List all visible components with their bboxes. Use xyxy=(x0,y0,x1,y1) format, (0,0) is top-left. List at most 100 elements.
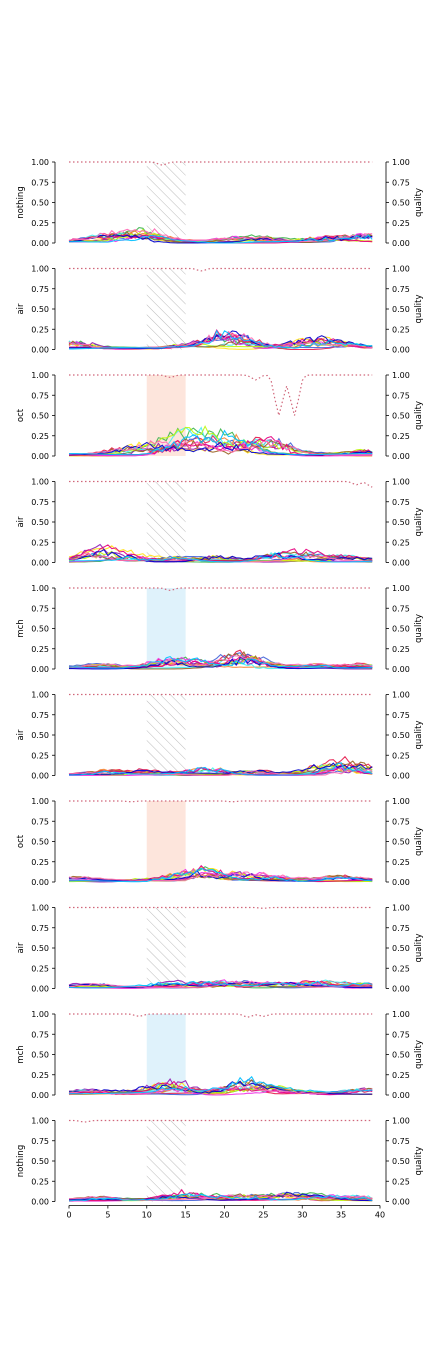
panel-1: 0.00 0.00 0.25 0.25 0.50 0.50 0.75 0.75 1.00 1.00… xyxy=(16,158,424,248)
stimulus-region xyxy=(146,694,186,776)
y-tick-label: 0.50 xyxy=(31,199,49,208)
y-tick-label: 0.50 xyxy=(31,731,49,740)
y-axis-title: air xyxy=(16,303,26,315)
y-axis-title: oct xyxy=(16,834,26,848)
y-tick-label: 1.00 xyxy=(31,584,49,593)
panel-10: 0.00 0.00 0.25 0.25 0.50 0.50 0.75 0.75 1.00 1.00… xyxy=(16,1117,424,1220)
y-axis-title: air xyxy=(16,516,26,528)
y-tick-label: 0.25 xyxy=(31,325,49,334)
right-y-tick-label: 0.00 xyxy=(392,665,410,674)
right-y-tick-label: 1.00 xyxy=(392,371,410,380)
right-y-axis-title: quality xyxy=(414,1146,424,1175)
y-tick-label: 0.25 xyxy=(31,1177,49,1186)
x-tick-label: 25 xyxy=(258,1211,268,1220)
right-y-tick-label: 1.00 xyxy=(392,691,410,700)
quality-line xyxy=(69,587,373,592)
y-tick-label: 0.50 xyxy=(31,625,49,634)
right-y-tick-label: 0.25 xyxy=(392,858,410,867)
trace-line xyxy=(69,867,373,883)
right-y-tick-label: 0.25 xyxy=(392,1071,410,1080)
y-tick-label: 0.75 xyxy=(31,604,49,613)
trace-line xyxy=(68,545,373,562)
right-y-tick-label: 0.25 xyxy=(392,325,410,334)
trace-line xyxy=(68,871,373,882)
right-y-tick-label: 0.00 xyxy=(392,452,410,461)
panel-2: 0.00 0.00 0.25 0.25 0.50 0.50 0.75 0.75 1.00 1.00… xyxy=(16,265,424,355)
trace-line xyxy=(69,762,373,776)
stimulus-region xyxy=(146,481,186,563)
right-y-tick-label: 0.00 xyxy=(392,559,410,568)
trace-line xyxy=(68,552,373,563)
panels: 0.00 0.00 0.25 0.25 0.50 0.50 0.75 0.75 1.00 1.00… xyxy=(16,158,424,1220)
right-y-tick-label: 0.75 xyxy=(392,604,410,613)
right-y-tick-label: 0.25 xyxy=(392,538,410,547)
right-y-tick-label: 1.00 xyxy=(392,584,410,593)
y-tick-label: 0.00 xyxy=(31,452,49,461)
right-y-tick-label: 0.50 xyxy=(392,731,410,740)
panel-8: 0.00 0.00 0.25 0.25 0.50 0.50 0.75 0.75 1.00 1.00… xyxy=(16,904,424,994)
stimulus-region xyxy=(146,907,186,989)
trace-line xyxy=(68,544,373,562)
right-y-tick-label: 0.25 xyxy=(392,645,410,654)
stimulus-region xyxy=(146,1120,186,1202)
right-y-tick-label: 0.75 xyxy=(392,924,410,933)
right-y-axis-title: quality xyxy=(414,827,424,856)
right-y-tick-label: 0.00 xyxy=(392,1091,410,1100)
stimulus-region xyxy=(146,1014,186,1095)
trace-line xyxy=(68,548,373,563)
quality-line xyxy=(69,1013,373,1018)
panel-4: 0.00 0.00 0.25 0.25 0.50 0.50 0.75 0.75 1.00 1.00… xyxy=(16,478,424,568)
stimulus-region xyxy=(146,588,186,669)
stimulus-region xyxy=(146,162,186,243)
right-y-tick-label: 0.25 xyxy=(392,432,410,441)
trace-line xyxy=(69,1191,373,1202)
right-y-tick-label: 0.50 xyxy=(392,944,410,953)
right-y-tick-label: 1.00 xyxy=(392,158,410,167)
trace-line xyxy=(68,655,373,669)
y-tick-label: 0.50 xyxy=(31,305,49,314)
stimulus-region xyxy=(146,801,186,882)
y-tick-label: 0.50 xyxy=(31,518,49,527)
right-y-tick-label: 1.00 xyxy=(392,478,410,487)
quality-line xyxy=(69,480,373,488)
y-tick-label: 0.25 xyxy=(31,1071,49,1080)
trace-line xyxy=(68,441,373,456)
right-y-axis-title: quality xyxy=(414,507,424,536)
right-y-axis-title: quality xyxy=(414,188,424,217)
trace-line xyxy=(69,651,373,670)
right-y-tick-label: 0.75 xyxy=(392,711,410,720)
trace-line xyxy=(69,329,373,350)
y-tick-label: 0.00 xyxy=(31,239,49,248)
right-y-axis-title: quality xyxy=(414,1040,424,1069)
y-tick-label: 0.75 xyxy=(31,924,49,933)
stimulus-region xyxy=(146,268,186,350)
right-y-tick-label: 0.75 xyxy=(392,1030,410,1039)
y-axis-title: air xyxy=(16,729,26,741)
y-axis-title: mch xyxy=(16,1045,26,1063)
trace-line xyxy=(68,1193,373,1202)
right-y-tick-label: 1.00 xyxy=(392,797,410,806)
right-y-tick-label: 1.00 xyxy=(392,1010,410,1019)
trace-line xyxy=(69,764,373,776)
quality-line xyxy=(69,906,373,909)
quality-line xyxy=(69,161,373,166)
panel-6: 0.00 0.00 0.25 0.25 0.50 0.50 0.75 0.75 1.00 1.00… xyxy=(16,691,424,781)
panel-9: 0.00 0.00 0.25 0.25 0.50 0.50 0.75 0.75 1.00 1.00… xyxy=(16,1010,424,1100)
y-tick-label: 0.75 xyxy=(31,178,49,187)
y-axis-title: nothing xyxy=(16,1145,26,1177)
right-y-tick-label: 0.75 xyxy=(392,817,410,826)
right-y-tick-label: 0.50 xyxy=(392,1051,410,1060)
right-y-tick-label: 0.50 xyxy=(392,412,410,421)
quality-line xyxy=(69,374,373,416)
y-tick-label: 1.00 xyxy=(31,371,49,380)
y-tick-label: 0.50 xyxy=(31,838,49,847)
y-tick-label: 1.00 xyxy=(31,478,49,487)
x-tick-label: 30 xyxy=(297,1211,307,1220)
right-y-tick-label: 0.75 xyxy=(392,285,410,294)
right-y-tick-label: 1.00 xyxy=(392,265,410,274)
panel-5: 0.00 0.00 0.25 0.25 0.50 0.50 0.75 0.75 1.00 1.00… xyxy=(16,584,424,674)
y-tick-label: 0.25 xyxy=(31,751,49,760)
panel-7: 0.00 0.00 0.25 0.25 0.50 0.50 0.75 0.75 1.00 1.00… xyxy=(16,797,424,887)
right-y-tick-label: 1.00 xyxy=(392,904,410,913)
